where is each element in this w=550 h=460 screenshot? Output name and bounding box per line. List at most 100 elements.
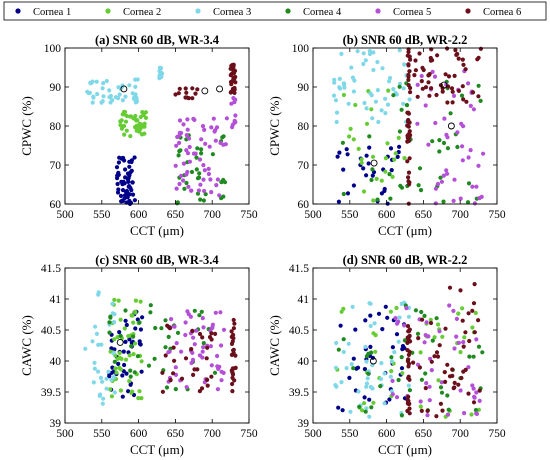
data-point bbox=[127, 184, 132, 189]
data-point bbox=[379, 178, 384, 183]
data-point bbox=[363, 318, 368, 323]
data-point bbox=[173, 163, 178, 168]
data-point bbox=[172, 324, 177, 329]
data-point bbox=[408, 85, 413, 91]
data-point bbox=[337, 85, 342, 90]
data-point bbox=[123, 318, 128, 323]
data-point bbox=[215, 387, 220, 392]
data-point bbox=[173, 92, 178, 97]
marker-circle bbox=[116, 338, 124, 346]
data-point bbox=[351, 137, 356, 142]
data-point bbox=[406, 49, 411, 55]
data-point bbox=[177, 181, 182, 187]
data-point bbox=[360, 408, 365, 413]
data-point bbox=[231, 326, 236, 331]
x-tick-label: 500 bbox=[56, 209, 74, 221]
data-point bbox=[88, 80, 93, 85]
data-point bbox=[179, 376, 185, 381]
data-point bbox=[334, 340, 339, 346]
data-point bbox=[218, 310, 223, 315]
data-point bbox=[389, 168, 394, 173]
data-point bbox=[123, 308, 128, 313]
data-point bbox=[472, 394, 477, 399]
data-point bbox=[349, 362, 354, 367]
data-point bbox=[129, 344, 134, 349]
data-point bbox=[332, 77, 337, 82]
data-point bbox=[405, 408, 410, 414]
data-point bbox=[133, 84, 138, 89]
x-tick-label: 500 bbox=[304, 428, 322, 440]
data-point bbox=[93, 324, 98, 329]
data-point bbox=[108, 387, 113, 392]
data-point bbox=[471, 107, 476, 112]
data-point bbox=[333, 383, 338, 388]
data-point bbox=[452, 177, 457, 182]
data-point bbox=[107, 320, 112, 325]
data-point bbox=[200, 124, 206, 129]
data-point bbox=[455, 144, 460, 150]
data-point bbox=[194, 155, 199, 160]
data-point bbox=[442, 116, 447, 121]
data-point bbox=[417, 365, 422, 370]
data-point bbox=[466, 391, 471, 396]
data-point bbox=[458, 196, 463, 201]
data-point bbox=[127, 164, 132, 169]
data-point bbox=[456, 382, 461, 387]
data-point bbox=[222, 180, 228, 185]
y-tick-label: 90 bbox=[50, 82, 62, 94]
data-point bbox=[110, 98, 115, 103]
data-point bbox=[167, 349, 172, 354]
legend-box bbox=[3, 1, 547, 21]
data-point bbox=[344, 366, 349, 371]
data-point bbox=[402, 156, 407, 161]
data-point bbox=[203, 192, 208, 197]
data-point bbox=[397, 48, 402, 53]
data-point bbox=[474, 184, 479, 189]
data-point bbox=[388, 146, 394, 151]
data-point bbox=[394, 332, 400, 337]
data-point bbox=[432, 354, 437, 359]
y-tick-label: 41 bbox=[298, 294, 310, 306]
data-point bbox=[406, 119, 411, 124]
marker-circle bbox=[440, 81, 448, 89]
data-point bbox=[138, 123, 143, 128]
data-point bbox=[400, 371, 405, 376]
data-point bbox=[183, 332, 188, 338]
data-point bbox=[197, 171, 202, 176]
data-point bbox=[434, 92, 439, 98]
x-axis-label: CCT (μm) bbox=[130, 223, 184, 238]
data-point bbox=[471, 386, 476, 391]
data-point bbox=[472, 282, 477, 287]
data-point bbox=[364, 384, 369, 389]
data-point bbox=[386, 88, 391, 93]
x-tick-label: 700 bbox=[452, 209, 470, 221]
data-point bbox=[205, 345, 210, 350]
data-point bbox=[396, 135, 401, 140]
data-point bbox=[96, 292, 101, 297]
data-point bbox=[96, 369, 101, 374]
data-point bbox=[433, 201, 438, 206]
data-point bbox=[184, 95, 189, 100]
data-point bbox=[230, 370, 235, 375]
data-point bbox=[394, 92, 399, 97]
data-point bbox=[428, 320, 434, 326]
data-point bbox=[399, 366, 405, 371]
data-point bbox=[429, 359, 434, 364]
data-point bbox=[417, 166, 423, 171]
data-point bbox=[131, 96, 136, 101]
data-point bbox=[139, 359, 144, 364]
marker-circle bbox=[120, 85, 128, 93]
data-point bbox=[91, 380, 96, 385]
data-point bbox=[128, 134, 133, 139]
data-point bbox=[441, 173, 446, 178]
data-point bbox=[427, 93, 432, 98]
data-point bbox=[368, 313, 373, 318]
data-point bbox=[470, 325, 475, 330]
data-point bbox=[361, 51, 366, 56]
data-point bbox=[379, 108, 384, 113]
data-point bbox=[454, 334, 459, 339]
data-point bbox=[229, 89, 234, 94]
data-point bbox=[445, 46, 450, 51]
axes-box bbox=[64, 267, 250, 424]
data-point bbox=[347, 375, 352, 380]
